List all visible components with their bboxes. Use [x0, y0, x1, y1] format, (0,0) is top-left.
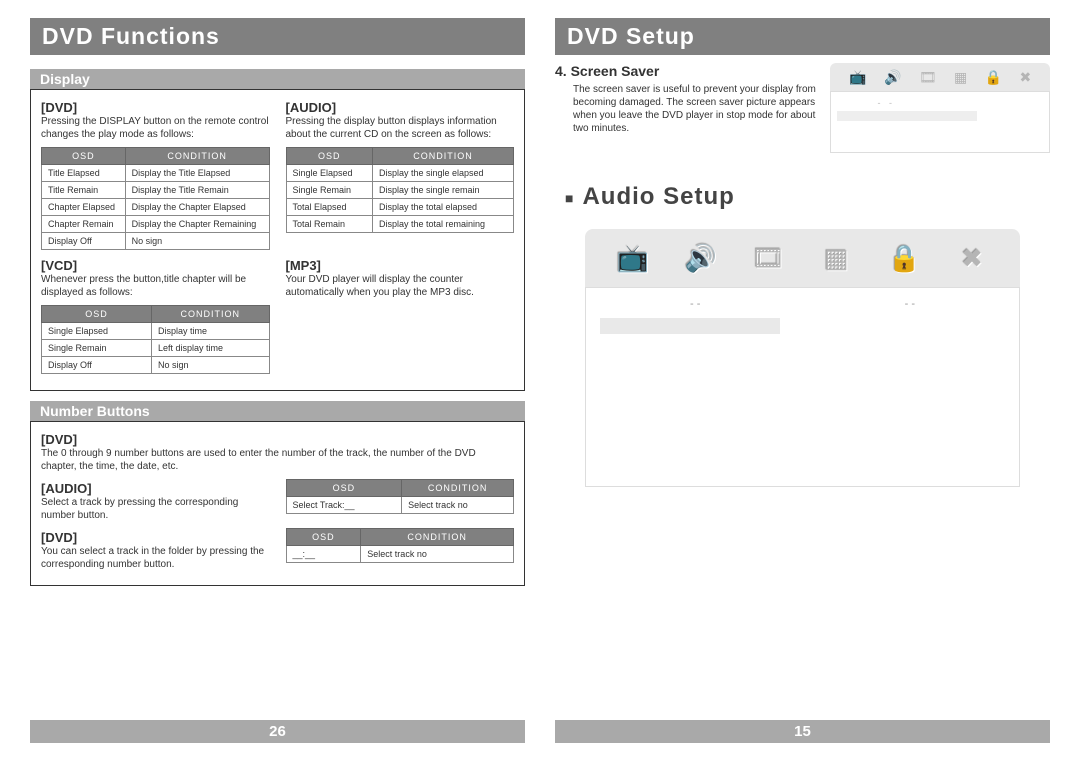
display-section: [DVD] Pressing the DISPLAY button on the…: [30, 89, 525, 391]
nb-dvd2-title: [DVD]: [41, 530, 270, 545]
mp3-block: [MP3] Your DVD player will display the c…: [286, 256, 515, 380]
header-dvd-functions: DVD Functions: [30, 18, 525, 55]
mini-panel: 📺 🔊 🎞 ▦ 🔒 ✖ - -: [830, 63, 1050, 153]
close-icon: ✖: [1020, 69, 1032, 86]
audio-text: Pressing the display button displays inf…: [286, 115, 515, 141]
audio-table: OSDCONDITION Single ElapsedDisplay the s…: [286, 147, 515, 233]
lock-icon: 🔒: [985, 69, 1002, 86]
audio-setup-panel: 📺 🔊 🎞 ▦ 🔒 ✖ - - - -: [555, 229, 1050, 487]
dvd-text: Pressing the DISPLAY button on the remot…: [41, 115, 270, 141]
dvd-subtitle: [DVD]: [41, 100, 270, 115]
grid-icon: ▦: [818, 240, 854, 276]
page-number-left: 26: [30, 720, 525, 743]
lock-icon: 🔒: [886, 240, 922, 276]
close-icon: ✖: [954, 240, 990, 276]
tv-icon: 📺: [615, 240, 651, 276]
number-buttons-label: Number Buttons: [30, 401, 525, 421]
page-number-right: 15: [555, 720, 1050, 743]
mp3-text: Your DVD player will display the counter…: [286, 273, 515, 299]
speaker-icon: 🔊: [884, 69, 901, 86]
audio-setup-title: Audio Setup: [565, 183, 1050, 211]
nb-audio-title: [AUDIO]: [41, 481, 270, 496]
video-icon: 🎞: [751, 240, 787, 276]
audio-block: [AUDIO] Pressing the display button disp…: [286, 98, 515, 256]
grid-icon: ▦: [954, 69, 967, 86]
nb-audio-text: Select a track by pressing the correspon…: [41, 496, 270, 522]
panel-body: - - - -: [585, 287, 1020, 487]
nb-dvd-text: The 0 through 9 number buttons are used …: [41, 447, 514, 473]
nb-dvd2-table: OSDCONDITION __:__Select track no: [286, 528, 515, 563]
video-icon: 🎞: [919, 69, 937, 86]
vcd-subtitle: [VCD]: [41, 258, 270, 273]
nb-dvd2-text: You can select a track in the folder by …: [41, 545, 270, 571]
vcd-block: [VCD] Whenever press the button,title ch…: [41, 256, 270, 380]
header-dvd-setup: DVD Setup: [555, 18, 1050, 55]
nb-dvd-title: [DVD]: [41, 432, 514, 447]
mini-icon-bar: 📺 🔊 🎞 ▦ 🔒 ✖: [830, 63, 1050, 91]
display-section-label: Display: [30, 69, 525, 89]
sep-right: - -: [905, 298, 915, 310]
dvd-table: OSDCONDITION Title ElapsedDisplay the Ti…: [41, 147, 270, 250]
nb-audio-table: OSDCONDITION Select Track:__Select track…: [286, 479, 515, 514]
left-column: DVD Functions Display [DVD] Pressing the…: [30, 18, 525, 720]
audio-subtitle: [AUDIO]: [286, 100, 515, 115]
vcd-table: OSDCONDITION Single ElapsedDisplay time …: [41, 305, 270, 374]
sep-left: - -: [690, 298, 700, 310]
icon-bar: 📺 🔊 🎞 ▦ 🔒 ✖: [585, 229, 1020, 287]
mp3-subtitle: [MP3]: [286, 258, 515, 273]
right-column: DVD Setup 4. Screen Saver The screen sav…: [555, 18, 1050, 720]
dvd-block: [DVD] Pressing the DISPLAY button on the…: [41, 98, 270, 256]
speaker-icon: 🔊: [683, 240, 719, 276]
screen-saver-title: 4. Screen Saver: [555, 63, 818, 79]
panel-highlight: [600, 318, 780, 334]
screen-saver-text: The screen saver is useful to prevent yo…: [555, 83, 818, 135]
vcd-text: Whenever press the button,title chapter …: [41, 273, 270, 299]
tv-icon: 📺: [849, 69, 866, 86]
number-buttons-section: [DVD] The 0 through 9 number buttons are…: [30, 421, 525, 586]
